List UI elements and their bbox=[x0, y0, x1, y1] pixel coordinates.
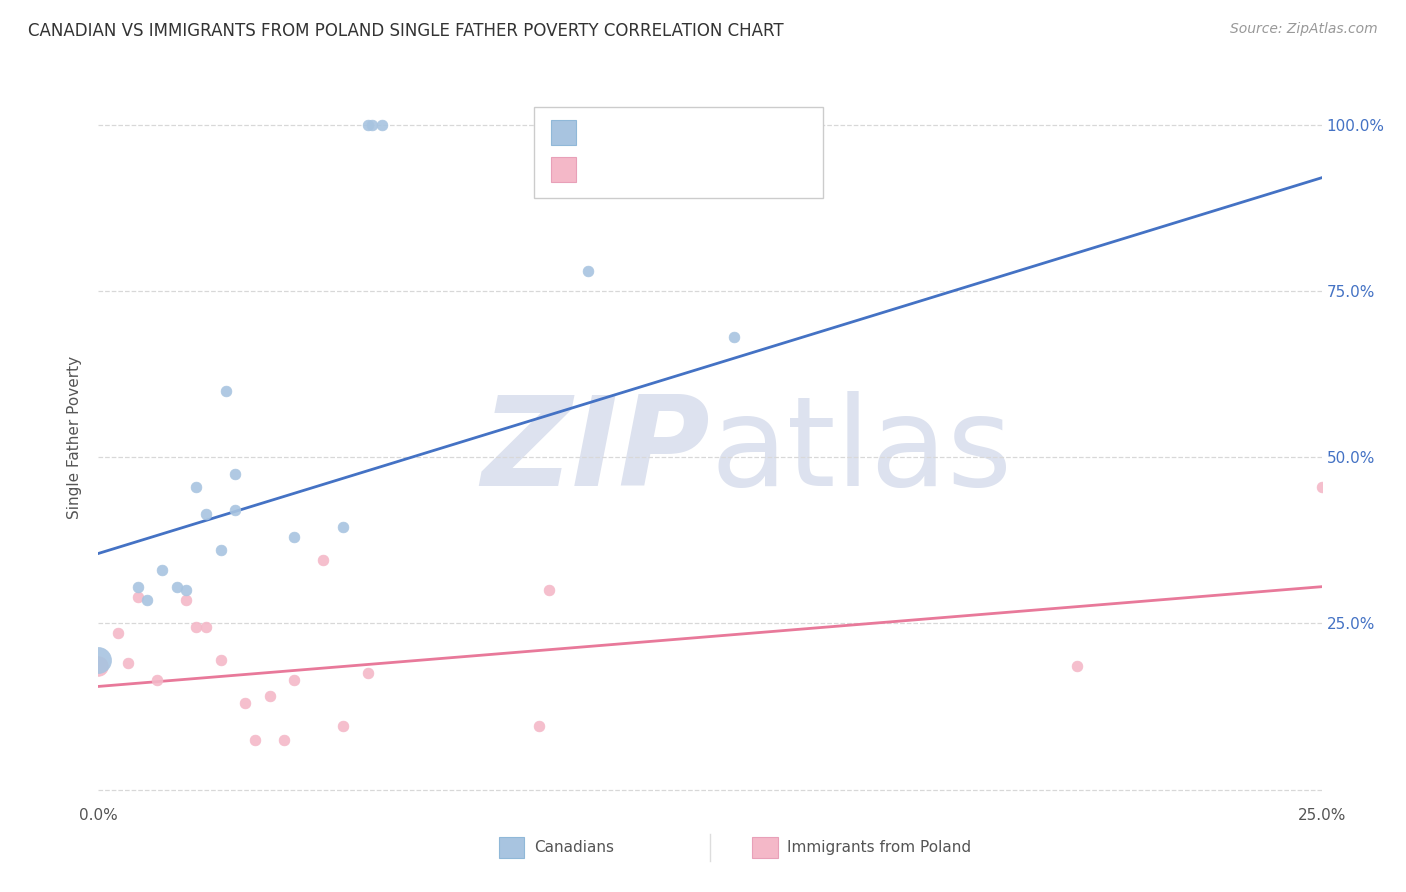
Point bbox=[87, 659, 110, 673]
Point bbox=[127, 580, 149, 594]
Point bbox=[224, 503, 246, 517]
Point bbox=[136, 593, 159, 607]
Point bbox=[107, 626, 129, 640]
Point bbox=[283, 530, 305, 544]
Point bbox=[283, 673, 305, 687]
Text: N =: N = bbox=[682, 125, 716, 139]
Point bbox=[150, 563, 173, 577]
Point bbox=[195, 619, 218, 633]
Point bbox=[186, 619, 208, 633]
Point bbox=[576, 264, 599, 278]
Point bbox=[243, 732, 266, 747]
Point bbox=[166, 580, 188, 594]
Text: N =: N = bbox=[682, 161, 716, 176]
Point bbox=[209, 653, 232, 667]
Point bbox=[224, 467, 246, 481]
Text: R =: R = bbox=[586, 161, 620, 176]
Text: CANADIAN VS IMMIGRANTS FROM POLAND SINGLE FATHER POVERTY CORRELATION CHART: CANADIAN VS IMMIGRANTS FROM POLAND SINGL… bbox=[28, 22, 783, 40]
Point bbox=[723, 330, 745, 344]
Text: ZIP: ZIP bbox=[481, 392, 710, 512]
Point bbox=[176, 593, 198, 607]
Point bbox=[527, 719, 550, 733]
Text: 0.318: 0.318 bbox=[621, 161, 665, 176]
Text: 21: 21 bbox=[717, 161, 737, 176]
Point bbox=[332, 719, 354, 733]
Point bbox=[332, 520, 354, 534]
Point bbox=[356, 666, 378, 681]
Point bbox=[1310, 480, 1333, 494]
Point bbox=[186, 480, 208, 494]
Point bbox=[214, 384, 236, 398]
Text: R =: R = bbox=[586, 125, 620, 139]
Point bbox=[146, 673, 169, 687]
Point bbox=[371, 118, 394, 132]
Point bbox=[273, 732, 295, 747]
Text: Canadians: Canadians bbox=[534, 840, 614, 855]
Text: Immigrants from Poland: Immigrants from Poland bbox=[787, 840, 972, 855]
Text: Source: ZipAtlas.com: Source: ZipAtlas.com bbox=[1230, 22, 1378, 37]
Y-axis label: Single Father Poverty: Single Father Poverty bbox=[67, 356, 83, 518]
Point bbox=[195, 507, 218, 521]
Point bbox=[209, 543, 232, 558]
Point bbox=[87, 653, 110, 667]
Point bbox=[176, 582, 198, 597]
Text: atlas: atlas bbox=[710, 392, 1012, 512]
Point bbox=[537, 582, 560, 597]
Point bbox=[233, 696, 256, 710]
Text: 19: 19 bbox=[717, 125, 737, 139]
Text: 0.269: 0.269 bbox=[621, 125, 665, 139]
Point bbox=[1066, 659, 1088, 673]
Point bbox=[312, 553, 335, 567]
Point bbox=[259, 690, 281, 704]
Point bbox=[356, 118, 378, 132]
Point bbox=[117, 656, 139, 670]
Point bbox=[361, 118, 384, 132]
Point bbox=[127, 590, 149, 604]
